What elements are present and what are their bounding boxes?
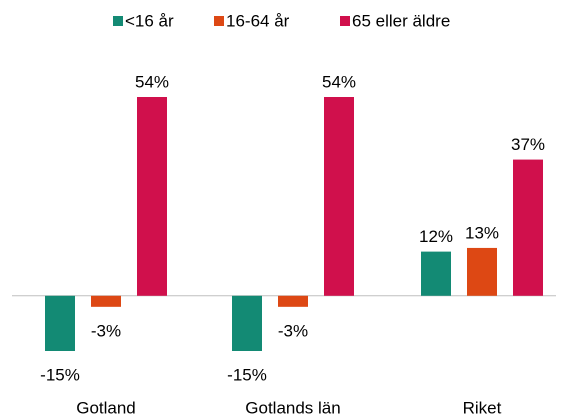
legend-label: 65 eller äldre	[352, 11, 450, 30]
data-label: 12%	[419, 227, 453, 246]
data-label: -15%	[40, 365, 80, 384]
x-tick-label: Gotland	[76, 398, 136, 417]
x-tick-label: Gotlands län	[245, 398, 340, 417]
x-tick-label: Riket	[463, 398, 502, 417]
data-label: 54%	[322, 72, 356, 91]
bar	[91, 295, 121, 307]
legend-swatch	[340, 16, 350, 26]
data-label: -15%	[227, 365, 267, 384]
data-label: -3%	[278, 321, 308, 340]
legend-label: 16-64 år	[226, 11, 290, 30]
bar	[324, 97, 354, 296]
data-label: -3%	[91, 321, 121, 340]
bar	[232, 295, 262, 351]
bar	[278, 295, 308, 307]
bar	[421, 251, 451, 296]
legend-swatch	[113, 16, 123, 26]
bar	[513, 159, 543, 296]
bar	[137, 97, 167, 296]
data-label: 54%	[135, 72, 169, 91]
data-label: 13%	[465, 223, 499, 242]
legend-swatch	[214, 16, 224, 26]
bar	[45, 295, 75, 351]
data-label: 37%	[511, 135, 545, 154]
bar	[467, 247, 497, 296]
legend-label: <16 år	[125, 11, 174, 30]
